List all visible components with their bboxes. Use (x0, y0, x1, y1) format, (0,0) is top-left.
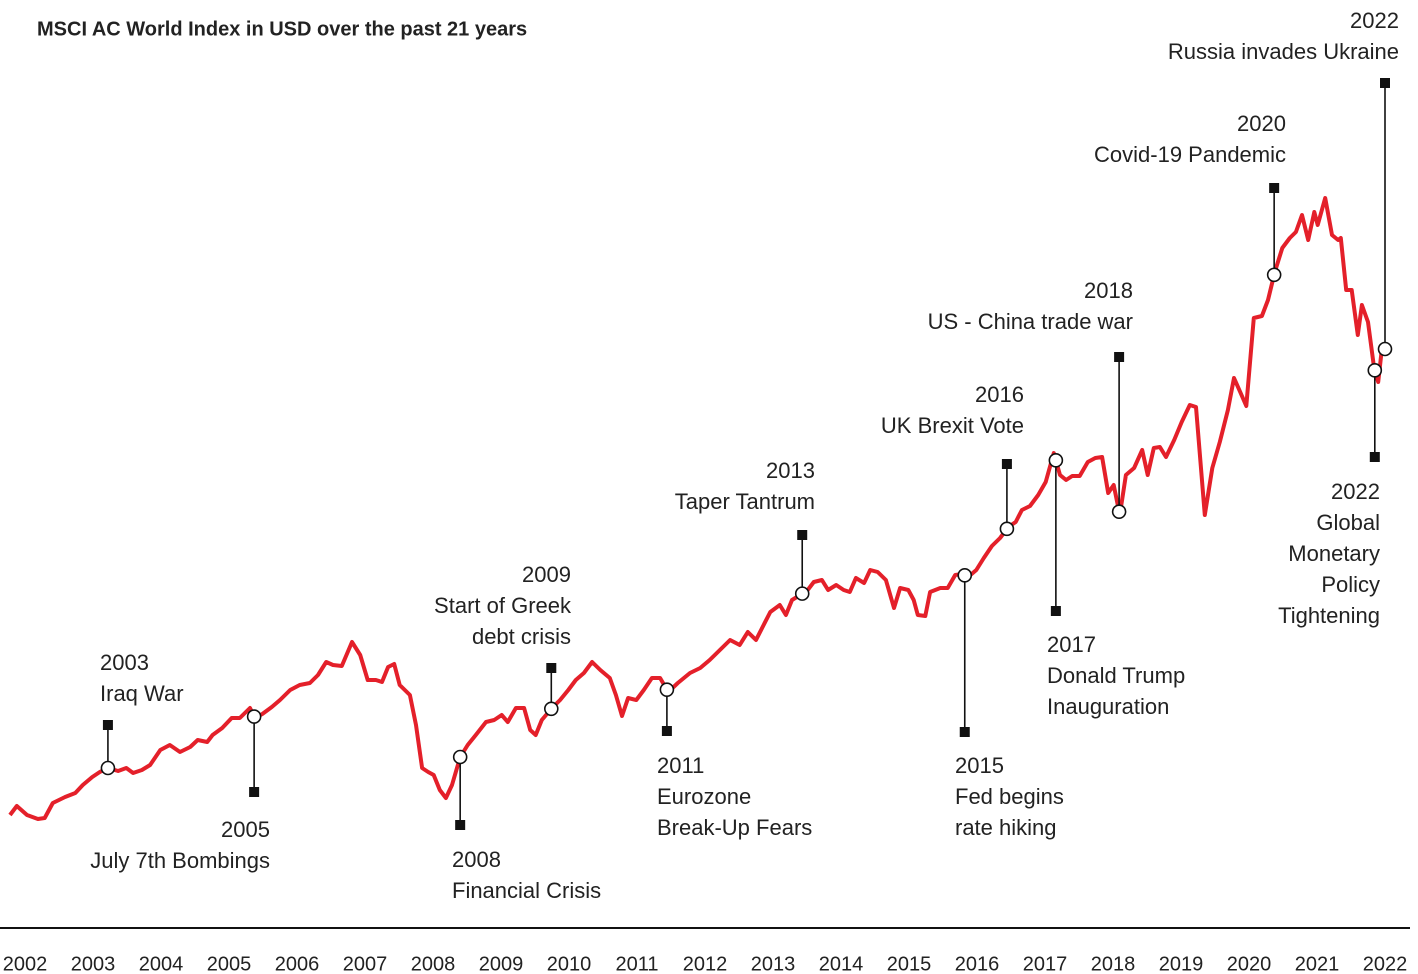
x-tick-label: 2003 (71, 953, 116, 974)
event-marker (1111, 504, 1127, 519)
event-square (249, 787, 260, 797)
event-square (1001, 459, 1012, 469)
chart-title: MSCI AC World Index in USD over the past… (37, 18, 527, 40)
x-tick-label: 2012 (683, 953, 728, 974)
x-tick-label: 2015 (887, 953, 932, 974)
x-tick-label: 2007 (343, 953, 388, 974)
event-marker (452, 749, 468, 765)
event-label: UK Brexit Vote (881, 413, 1024, 438)
event-label: Taper Tantrum (675, 489, 815, 514)
event-marker (1367, 363, 1383, 378)
event-square (959, 727, 970, 737)
event-year: 2009 (522, 562, 571, 587)
x-tick-label: 2002 (3, 953, 48, 974)
x-tick-label: 2016 (955, 953, 1000, 974)
x-tick-label: 2022 (1363, 953, 1408, 974)
event-year: 2022 (1331, 479, 1380, 504)
x-tick-label: 2011 (615, 953, 658, 974)
data-line (8, 196, 1388, 821)
x-tick-label: 2009 (479, 953, 524, 974)
event-square (797, 530, 808, 540)
event-label: Donald Trump (1047, 663, 1185, 688)
x-tick-label: 2005 (207, 953, 252, 974)
event-label: Fed begins (955, 784, 1064, 809)
event-year: 2015 (955, 753, 1004, 778)
event-square (546, 663, 557, 673)
event-marker (659, 682, 675, 697)
event-square (455, 820, 466, 830)
event-year: 2018 (1084, 278, 1133, 303)
event-label: US - China trade war (928, 309, 1133, 334)
x-tick-label: 2017 (1023, 953, 1068, 974)
event-square (661, 726, 672, 736)
event-marker (543, 701, 559, 717)
event-square (1050, 606, 1061, 616)
x-tick-label: 2021 (1295, 953, 1340, 974)
event-marker (957, 568, 973, 583)
x-tick-label: 2014 (819, 953, 864, 974)
event-label: Eurozone (657, 784, 751, 809)
x-tick-label: 2020 (1227, 953, 1272, 974)
event-year: 2013 (766, 458, 815, 483)
event-label: Tightening (1278, 603, 1380, 628)
event-marker (1266, 267, 1282, 283)
x-tick-label: 2019 (1159, 953, 1204, 974)
event-year: 2016 (975, 382, 1024, 407)
event-marker (1048, 453, 1064, 468)
x-tick-label: 2018 (1091, 953, 1136, 974)
event-label: Break-Up Fears (657, 815, 812, 840)
event-year: 2008 (452, 847, 501, 872)
event-label: Start of Greek (434, 593, 572, 618)
event-square (1114, 352, 1125, 362)
event-year: 2005 (221, 817, 270, 842)
event-marker (999, 521, 1015, 537)
x-tick-label: 2010 (547, 953, 592, 974)
event-marker (794, 586, 810, 601)
x-tick-label: 2004 (139, 953, 184, 974)
event-marker (1377, 341, 1393, 357)
event-year: 2003 (100, 650, 149, 675)
event-label: July 7th Bombings (90, 848, 270, 873)
event-year: 2022 (1350, 8, 1399, 33)
event-square (102, 720, 113, 730)
event-label: rate hiking (955, 815, 1057, 840)
event-label: Financial Crisis (452, 878, 601, 903)
event-year: 2011 (657, 753, 704, 778)
event-label: Covid-19 Pandemic (1094, 142, 1286, 167)
event-square (1369, 452, 1380, 462)
x-tick-label: 2006 (275, 953, 320, 974)
event-label: Iraq War (100, 681, 184, 706)
event-label: Policy (1321, 572, 1380, 597)
event-year: 2020 (1237, 111, 1286, 136)
event-square (1379, 78, 1390, 88)
event-marker (246, 709, 262, 724)
event-label: debt crisis (472, 624, 571, 649)
event-year: 2017 (1047, 632, 1096, 657)
event-label: Russia invades Ukraine (1168, 39, 1399, 64)
event-label: Monetary (1288, 541, 1380, 566)
x-tick-label: 2013 (751, 953, 796, 974)
event-label: Inauguration (1047, 694, 1169, 719)
event-label: Global (1316, 510, 1380, 535)
event-marker (100, 760, 116, 776)
event-square (1269, 183, 1280, 193)
x-tick-label: 2008 (411, 953, 456, 974)
